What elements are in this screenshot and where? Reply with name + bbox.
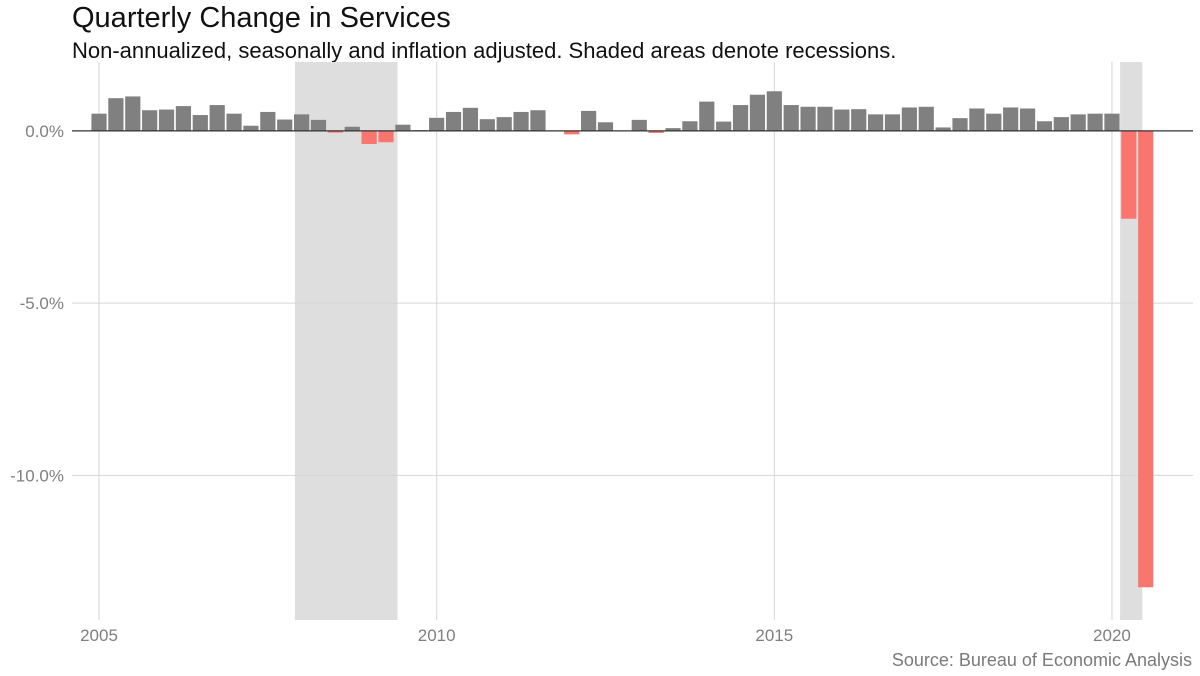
x-tick-label: 2010 [418, 626, 456, 645]
chart-subtitle: Non-annualized, seasonally and inflation… [72, 38, 897, 63]
bar [462, 107, 479, 131]
bar [175, 106, 192, 131]
bar [952, 118, 968, 131]
bar [513, 111, 529, 131]
bar [530, 110, 546, 131]
recession-shading-layer [294, 62, 1143, 620]
bar [564, 130, 580, 135]
bar [884, 114, 901, 131]
bar [766, 91, 782, 131]
bar [783, 105, 799, 131]
y-tick-label: -10.0% [10, 466, 64, 485]
chart-source-caption: Source: Bureau of Economic Analysis [891, 650, 1192, 670]
y-tick-label: -5.0% [20, 294, 64, 313]
chart-title: Quarterly Change in Services [72, 2, 451, 34]
bar [682, 121, 698, 131]
bar [665, 128, 681, 131]
bar [581, 110, 597, 131]
x-tick-label: 2020 [1093, 626, 1131, 645]
bar [361, 130, 377, 144]
bar [918, 106, 934, 131]
x-tick-label: 2005 [80, 626, 118, 645]
bar [597, 122, 614, 131]
bar [91, 113, 107, 131]
bar [125, 96, 141, 131]
bar [1053, 117, 1069, 131]
bar [243, 125, 259, 131]
bar [986, 113, 1002, 131]
bar [851, 109, 867, 131]
bar [344, 126, 360, 131]
x-axis: 2005 2010 2015 2020 [80, 626, 1131, 645]
bar [868, 114, 884, 131]
bar [378, 130, 394, 143]
bar [209, 105, 225, 131]
bar [817, 106, 833, 131]
bar [716, 121, 732, 131]
bar [648, 130, 664, 133]
bar-layer [91, 91, 1154, 588]
recession-band-1 [294, 62, 398, 620]
bar [1087, 113, 1103, 131]
bar [445, 111, 462, 131]
bar [158, 109, 175, 131]
bar [310, 119, 327, 131]
bar [631, 119, 647, 131]
bar [1036, 121, 1053, 131]
grid-layer [72, 62, 1193, 620]
bar [732, 105, 749, 131]
bar [699, 101, 715, 131]
bar [800, 106, 816, 131]
bar [1104, 113, 1120, 131]
bar [226, 113, 242, 131]
bar [749, 94, 766, 131]
bar [192, 115, 208, 131]
bar [901, 107, 917, 131]
bar [142, 110, 158, 131]
bar [479, 119, 495, 131]
bar [327, 130, 343, 133]
bar [1003, 107, 1019, 131]
y-tick-label: 0.0% [25, 122, 64, 141]
x-tick-label: 2015 [755, 626, 793, 645]
bar [1019, 108, 1036, 131]
y-axis: 0.0% -5.0% -10.0% [10, 122, 64, 485]
bar [935, 127, 951, 131]
bar [277, 119, 293, 131]
bar [395, 124, 411, 131]
bar [969, 108, 985, 131]
bar [834, 109, 850, 131]
bar [260, 111, 276, 131]
bar [1070, 114, 1086, 131]
bar [496, 117, 512, 131]
bar [429, 117, 445, 131]
bar [108, 98, 124, 131]
bar [1138, 130, 1154, 588]
bar [294, 114, 310, 131]
bar [1121, 130, 1137, 219]
